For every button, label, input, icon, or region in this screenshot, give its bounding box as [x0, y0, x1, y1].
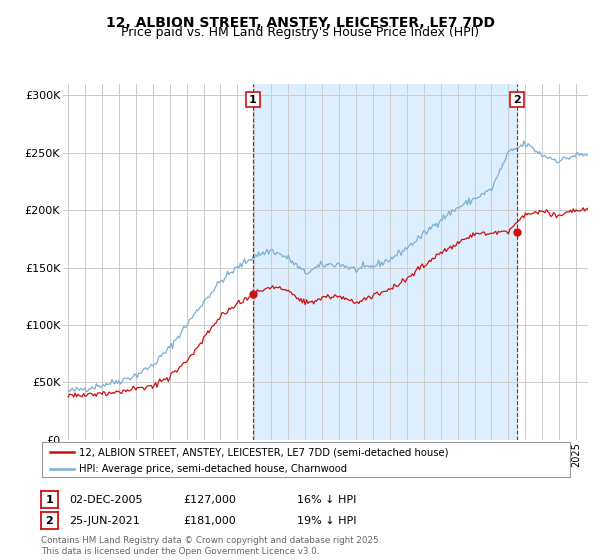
- Text: HPI: Average price, semi-detached house, Charnwood: HPI: Average price, semi-detached house,…: [79, 464, 347, 474]
- Text: 19% ↓ HPI: 19% ↓ HPI: [297, 516, 356, 526]
- Text: 1: 1: [249, 95, 257, 105]
- Text: 12, ALBION STREET, ANSTEY, LEICESTER, LE7 7DD: 12, ALBION STREET, ANSTEY, LEICESTER, LE…: [106, 16, 494, 30]
- Text: £127,000: £127,000: [183, 494, 236, 505]
- Text: 12, ALBION STREET, ANSTEY, LEICESTER, LE7 7DD (semi-detached house): 12, ALBION STREET, ANSTEY, LEICESTER, LE…: [79, 447, 448, 457]
- Text: 16% ↓ HPI: 16% ↓ HPI: [297, 494, 356, 505]
- Text: 2: 2: [513, 95, 521, 105]
- Text: 1: 1: [46, 494, 53, 505]
- Text: 2: 2: [46, 516, 53, 526]
- Text: Price paid vs. HM Land Registry's House Price Index (HPI): Price paid vs. HM Land Registry's House …: [121, 26, 479, 39]
- Text: 25-JUN-2021: 25-JUN-2021: [69, 516, 140, 526]
- Text: Contains HM Land Registry data © Crown copyright and database right 2025.
This d: Contains HM Land Registry data © Crown c…: [41, 536, 381, 556]
- Bar: [253, 84, 517, 440]
- Text: 02-DEC-2005: 02-DEC-2005: [69, 494, 143, 505]
- Text: £181,000: £181,000: [183, 516, 236, 526]
